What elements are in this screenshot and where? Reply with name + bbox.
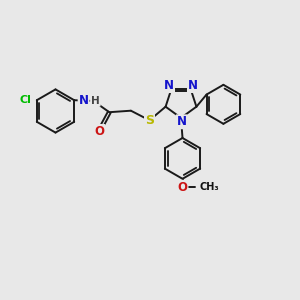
Text: H: H [91,96,100,106]
Text: S: S [145,114,154,127]
Text: N: N [177,115,187,128]
Text: O: O [94,125,104,138]
Text: CH₃: CH₃ [200,182,220,192]
Text: N: N [164,79,174,92]
Text: Cl: Cl [20,94,32,105]
Text: O: O [178,181,188,194]
Text: N: N [79,94,88,107]
Text: N: N [188,79,198,92]
